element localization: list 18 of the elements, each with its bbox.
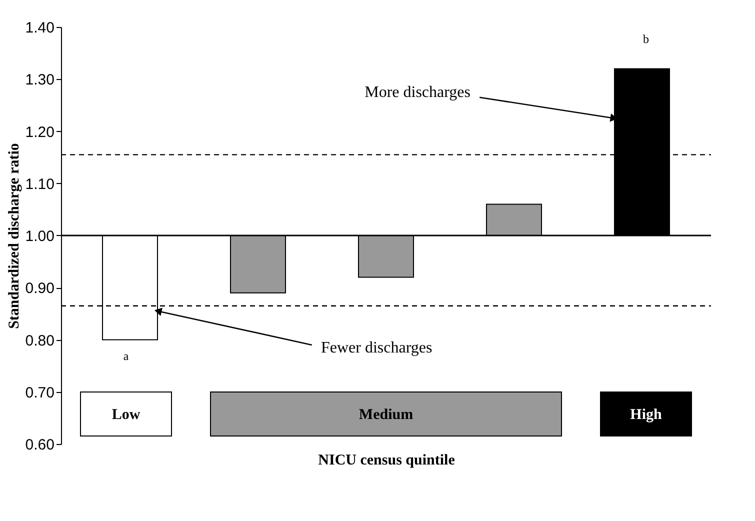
y-tick-label: 1.30 — [25, 72, 54, 89]
y-axis-title: Standardized discharge ratio — [6, 143, 22, 329]
y-tick-label: 1.40 — [25, 20, 54, 36]
annotation: Fewer discharges — [321, 340, 432, 357]
annotation: Low — [112, 407, 140, 423]
y-tick-label: 1.10 — [25, 176, 54, 193]
x-axis-title: NICU census quintile — [318, 452, 456, 468]
y-tick-label: 1.00 — [25, 228, 54, 245]
y-tick-label: 0.60 — [25, 436, 54, 454]
annotation: a — [123, 348, 130, 363]
annotation: Medium — [358, 407, 414, 423]
y-tick-label: 0.70 — [25, 384, 54, 402]
annotation: High — [630, 407, 662, 423]
annotation: More discharges — [364, 84, 470, 102]
y-tick-label: 0.90 — [25, 280, 54, 298]
annotation: b — [643, 32, 649, 46]
y-tick-label: 1.20 — [25, 124, 54, 141]
y-tick-label: 0.80 — [25, 332, 54, 350]
